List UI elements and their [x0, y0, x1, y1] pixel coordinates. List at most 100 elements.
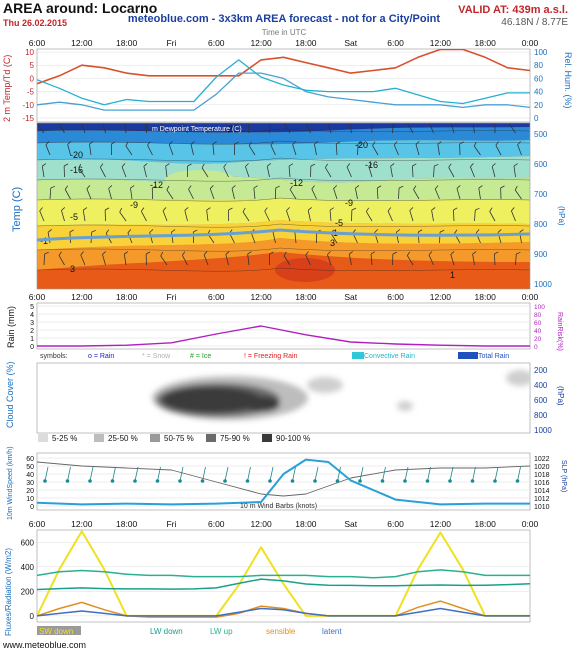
rain-ylabel-left: Rain (mm) — [6, 306, 16, 348]
profile-legend-text: m Dewpoint Temperature (C) — [152, 126, 242, 133]
time-label-1-2: 18:00 — [116, 292, 138, 302]
time-label-2-11: 0:00 — [522, 519, 539, 529]
time-label-2-0: 6:00 — [29, 519, 46, 529]
symbols-freezing: ! = Freezing Rain — [244, 353, 298, 360]
time-label-2-6: 18:00 — [295, 519, 317, 529]
time-label-0-3: Fri — [166, 38, 176, 48]
time-label-0-4: 6:00 — [208, 38, 225, 48]
symbols-rain: o = Rain — [88, 353, 114, 360]
tick-label: 20 — [26, 488, 34, 495]
time-in-utc: Time in UTC — [262, 28, 307, 37]
tick-label: 3 — [30, 320, 34, 327]
tick-label: 1 — [30, 336, 34, 343]
time-label-1-1: 12:00 — [71, 292, 93, 302]
flux-legend-label: sensible — [266, 627, 296, 636]
cloud-legend-label: 5-25 % — [52, 434, 77, 443]
tick-label: 1022 — [534, 456, 550, 463]
cloud-legend-label: 50-75 % — [164, 434, 194, 443]
contour-label: -20 — [70, 150, 83, 160]
tick-label: 1016 — [534, 480, 550, 487]
total-swatch — [458, 352, 478, 359]
time-label-2-2: 18:00 — [116, 519, 138, 529]
flux-legend-label: latent — [322, 627, 342, 636]
tick-label: 0 — [30, 612, 35, 621]
temp-ylabel-right: Rel. Hum. (%) — [563, 52, 572, 109]
tick-label: -5 — [27, 88, 35, 97]
time-label-2-1: 12:00 — [71, 519, 93, 529]
header-valid: VALID AT: 439m a.s.l. — [458, 4, 568, 16]
time-label-1-7: Sat — [344, 292, 357, 302]
profile-bands — [37, 123, 530, 289]
wind-ylabel-left: 10m WindSpeed (km/h) — [7, 446, 14, 520]
time-label-2-8: 6:00 — [387, 519, 404, 529]
contour-label: -16 — [70, 165, 83, 175]
tick-label: 1000 — [534, 280, 552, 289]
time-label-0-11: 0:00 — [522, 38, 539, 48]
tick-label: 60 — [534, 74, 543, 83]
time-label-2-7: Sat — [344, 519, 357, 529]
cloud-legend-label: 90-100 % — [276, 434, 310, 443]
time-label-0-7: Sat — [344, 38, 357, 48]
time-label-0-10: 18:00 — [475, 38, 497, 48]
tick-label: 1014 — [534, 488, 550, 495]
tick-label: 400 — [534, 381, 548, 390]
header-date: Thu 26.02.2015 — [3, 18, 67, 28]
cloud-legend-swatch — [150, 434, 160, 442]
time-label-0-2: 18:00 — [116, 38, 138, 48]
time-label-2-10: 18:00 — [475, 519, 497, 529]
flux-ylabel-left: Fluxes/Radiation (W/m2) — [4, 548, 13, 636]
time-label-1-5: 12:00 — [250, 292, 272, 302]
contour-label: -5 — [70, 212, 78, 222]
time-label-1-8: 6:00 — [387, 292, 404, 302]
tick-label: 40 — [26, 472, 34, 479]
contour-label: -5 — [335, 218, 343, 228]
tick-label: 200 — [534, 366, 548, 375]
tick-label: 1000 — [534, 426, 552, 435]
tick-label: 80 — [534, 312, 542, 319]
tick-label: 20 — [534, 101, 543, 110]
tick-label: 1020 — [534, 464, 550, 471]
time-label-1-4: 6:00 — [208, 292, 225, 302]
footer-brand: www.meteoblue.com — [2, 640, 86, 650]
tick-label: 1010 — [534, 504, 550, 511]
contour-label: -16 — [365, 160, 378, 170]
contour-label: 3 — [330, 238, 335, 248]
contour-label: 1 — [450, 270, 455, 280]
tick-label: -10 — [22, 101, 34, 110]
time-label-2-4: 6:00 — [208, 519, 225, 529]
symbols-legend: symbols: o = Rain * = Snow # = Ice ! = F… — [40, 352, 509, 360]
symbols-prefix: symbols: — [40, 353, 68, 360]
symbols-snow: * = Snow — [142, 353, 171, 360]
tick-label: 60 — [26, 456, 34, 463]
symbols-convective: Convective Rain — [364, 353, 415, 360]
time-label-0-8: 6:00 — [387, 38, 404, 48]
tick-label: 60 — [534, 320, 542, 327]
time-label-1-11: 0:00 — [522, 292, 539, 302]
cloud-legend-label: 75-90 % — [220, 434, 250, 443]
tick-label: 800 — [534, 411, 548, 420]
tick-label: 100 — [534, 48, 548, 57]
time-label-1-0: 6:00 — [29, 292, 46, 302]
temp-ylabel-left: 2 m Temp/Td (C) — [2, 55, 12, 122]
time-label-0-1: 12:00 — [71, 38, 93, 48]
tick-label: 700 — [534, 190, 548, 199]
contour-label: -9 — [345, 198, 353, 208]
time-label-0-9: 12:00 — [430, 38, 452, 48]
tick-label: 4 — [30, 312, 34, 319]
tick-label: 100 — [534, 304, 545, 311]
time-label-1-6: 18:00 — [295, 292, 317, 302]
time-label-1-3: Fri — [166, 292, 176, 302]
tick-label: 5 — [30, 61, 35, 70]
tick-label: 10 — [26, 496, 34, 503]
tick-label: 80 — [534, 61, 543, 70]
tick-label: 10 — [25, 48, 34, 57]
tick-label: 0 — [534, 114, 539, 123]
flux-legend-label: SW down — [39, 627, 73, 636]
flux-legend-label: LW up — [210, 627, 233, 636]
